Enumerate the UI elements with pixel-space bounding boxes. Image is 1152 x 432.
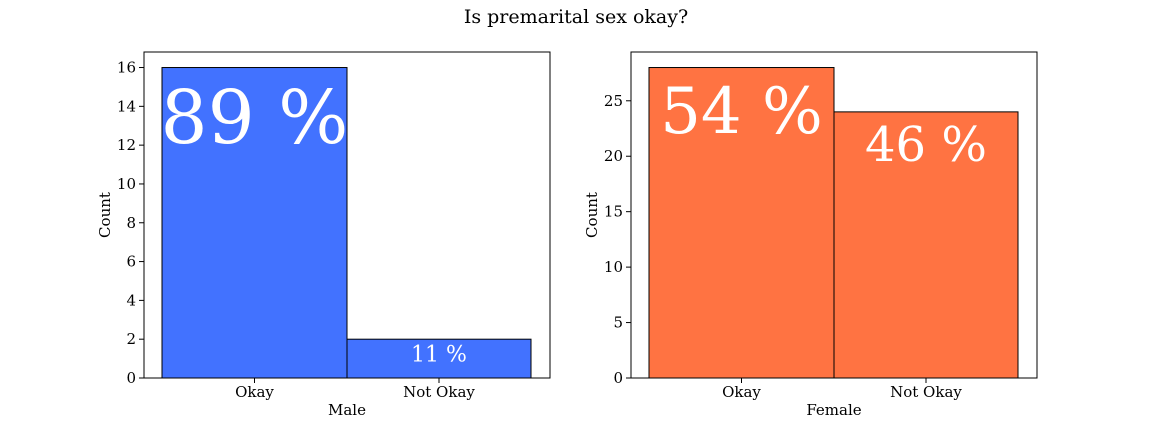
chart-panels: 89 % 11 % 0 2 4 6 8 10 12 14 16 Okay Not Okay Male Cou…	[96, 51, 1038, 419]
y-tick-label: 20	[604, 147, 623, 165]
y-tick-label: 15	[604, 203, 623, 221]
y-tick-label: 10	[117, 175, 136, 193]
x-tick-label: Okay	[722, 383, 761, 401]
bar-not-okay	[833, 111, 1019, 379]
data-label: 54 %	[660, 75, 823, 149]
y-tick-label: 0	[126, 369, 136, 387]
y-tick-label: 8	[126, 214, 136, 232]
y-tick-label: 25	[604, 92, 623, 110]
axes-frame	[143, 51, 551, 379]
y-tick-label: 10	[604, 258, 623, 276]
x-tick-label: Okay	[235, 383, 274, 401]
x-tick-label: Not Okay	[403, 383, 475, 401]
data-label: 89 %	[161, 75, 349, 161]
y-tick-label: 0	[613, 369, 623, 387]
y-axis-label: Count	[583, 192, 601, 238]
data-label: 46 %	[865, 117, 987, 173]
y-axis-label: Count	[96, 192, 114, 238]
data-label: 11 %	[411, 343, 467, 368]
y-tick-label: 5	[613, 314, 623, 332]
y-tick-label: 14	[117, 97, 136, 115]
y-tick-label: 4	[126, 291, 136, 309]
bar-okay	[161, 67, 348, 379]
chart-suptitle: Is premarital sex okay?	[464, 6, 688, 28]
y-tick-label: 2	[126, 330, 136, 348]
x-axis-label: Female	[806, 401, 861, 419]
bar-not-okay	[346, 338, 532, 379]
y-tick-label: 6	[126, 253, 136, 271]
y-tick-label: 16	[117, 59, 136, 77]
y-tick-label: 12	[117, 136, 136, 154]
axes-frame	[630, 51, 1038, 379]
chart-panel-1: 89 % 11 % 0 2 4 6 8 10 12 14 16 Okay Not Okay Male Cou…	[96, 51, 551, 419]
chart-panel-2: 54 % 46 % 0 5 10 15 20 25 Okay Not Okay Female Coun…	[583, 51, 1038, 419]
x-axis-label: Male	[328, 401, 366, 419]
x-tick-label: Not Okay	[890, 383, 962, 401]
